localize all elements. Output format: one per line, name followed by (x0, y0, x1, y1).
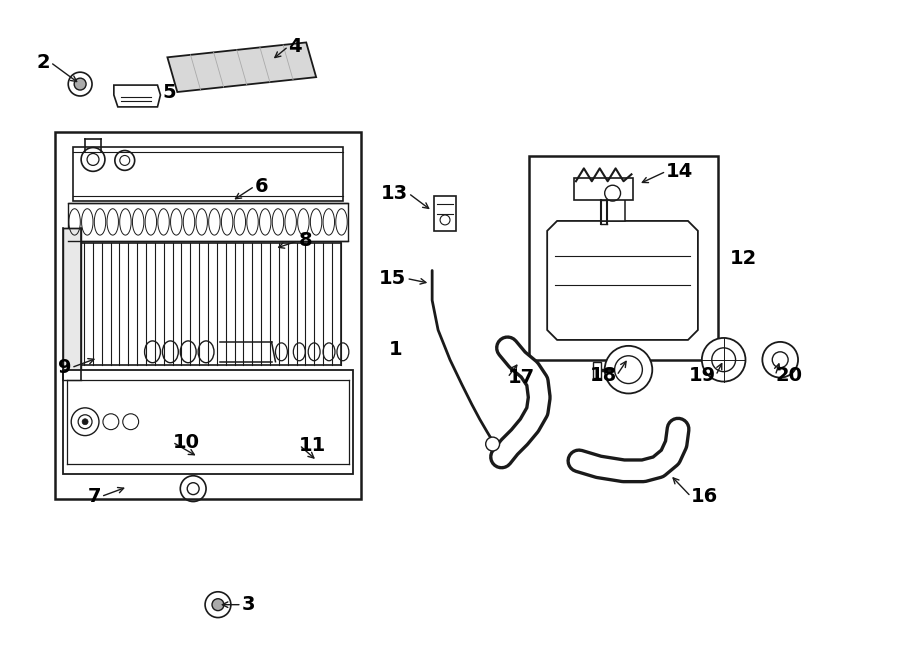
Text: 19: 19 (688, 366, 716, 385)
Circle shape (212, 599, 224, 611)
Text: 1: 1 (389, 340, 402, 360)
Text: 5: 5 (162, 83, 176, 102)
Text: 10: 10 (173, 432, 200, 451)
Polygon shape (547, 221, 698, 340)
Circle shape (772, 352, 788, 368)
Text: 4: 4 (288, 37, 302, 56)
Polygon shape (167, 42, 316, 92)
Circle shape (486, 437, 500, 451)
Bar (63, 369, 353, 474)
Bar (55, 132, 361, 498)
Text: 17: 17 (508, 368, 535, 387)
Bar (529, 157, 717, 360)
Text: 9: 9 (58, 358, 71, 377)
Text: 11: 11 (300, 436, 327, 455)
Circle shape (702, 338, 745, 381)
Text: 2: 2 (37, 53, 50, 72)
Circle shape (68, 72, 92, 96)
Text: 8: 8 (298, 231, 312, 251)
Circle shape (74, 78, 86, 90)
Circle shape (762, 342, 798, 377)
Bar (68, 203, 348, 241)
Text: 14: 14 (666, 162, 693, 181)
Circle shape (82, 419, 88, 425)
Polygon shape (113, 85, 160, 107)
Text: 15: 15 (379, 269, 407, 288)
Text: 20: 20 (775, 366, 802, 385)
Bar (63, 228, 81, 379)
Text: 13: 13 (382, 184, 409, 203)
Ellipse shape (605, 346, 652, 393)
Bar (593, 362, 600, 377)
Text: 7: 7 (87, 487, 101, 506)
Text: 16: 16 (691, 487, 718, 506)
Bar (434, 196, 456, 231)
Circle shape (205, 592, 231, 617)
Text: 6: 6 (255, 176, 268, 196)
Bar (574, 178, 634, 200)
Text: 18: 18 (590, 366, 616, 385)
Text: 3: 3 (242, 595, 256, 614)
Bar (600, 193, 625, 221)
Bar (73, 147, 343, 201)
Ellipse shape (615, 356, 643, 383)
Text: 12: 12 (730, 249, 757, 268)
